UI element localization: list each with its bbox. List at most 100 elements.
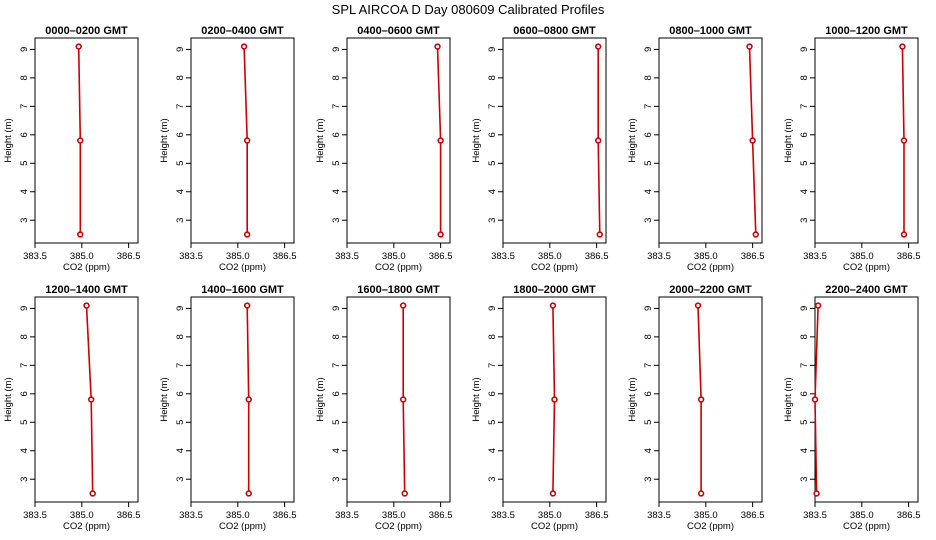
y-tick-label: 9 bbox=[331, 47, 342, 52]
x-tick-label: 386.5 bbox=[585, 251, 609, 262]
y-axis-label: Height (m) bbox=[783, 377, 794, 421]
y-tick-label: 6 bbox=[799, 391, 810, 396]
x-tick-label: 385.0 bbox=[538, 251, 562, 262]
data-point bbox=[245, 490, 252, 497]
y-tick-label: 9 bbox=[643, 47, 654, 52]
x-tick-label: 385.0 bbox=[382, 510, 406, 521]
y-tick-label: 8 bbox=[19, 334, 30, 339]
data-point bbox=[900, 137, 908, 144]
y-tick-label: 7 bbox=[331, 363, 342, 368]
y-tick-label: 4 bbox=[799, 448, 810, 453]
y-tick-label: 6 bbox=[175, 132, 186, 137]
x-tick-label: 385.0 bbox=[226, 251, 250, 262]
y-tick-label: 5 bbox=[175, 161, 186, 166]
y-axis-label: Height (m) bbox=[3, 377, 14, 421]
data-point bbox=[596, 231, 603, 238]
data-point bbox=[746, 43, 753, 50]
y-tick-label: 4 bbox=[175, 189, 186, 194]
y-tick-label: 6 bbox=[799, 132, 810, 137]
y-tick-label: 7 bbox=[19, 104, 30, 109]
data-point bbox=[697, 490, 705, 497]
y-tick-label: 8 bbox=[643, 75, 654, 80]
panels: 0000–0200 GMT 383.5 385.0 386.5 CO2 (ppm) 3 4 5… bbox=[3, 25, 921, 532]
x-tick-label: 383.5 bbox=[179, 510, 203, 521]
plot-frame bbox=[190, 296, 295, 503]
panel-6: 1000–1200 GMT 383.5 385.0 386.5 CO2 (ppm) 3 4 5… bbox=[783, 25, 921, 273]
x-tick-label: 383.5 bbox=[491, 510, 515, 521]
y-tick-label: 6 bbox=[19, 391, 30, 396]
y-tick-label: 8 bbox=[799, 334, 810, 339]
panel-2: 0200–0400 GMT 383.5 385.0 386.5 CO2 (ppm) 3 4 5… bbox=[159, 25, 297, 273]
y-tick-label: 9 bbox=[799, 306, 810, 311]
data-point bbox=[83, 302, 90, 309]
y-axis-label: Height (m) bbox=[783, 118, 794, 162]
panel-10: 1800–2000 GMT 383.5 385.0 386.5 CO2 (ppm) 3 4 5… bbox=[471, 284, 609, 532]
data-point bbox=[813, 490, 820, 497]
x-tick-label: 383.5 bbox=[647, 251, 671, 262]
panel-1: 0000–0200 GMT 383.5 385.0 386.5 CO2 (ppm) 3 4 5… bbox=[3, 25, 141, 273]
x-tick-label: 383.5 bbox=[647, 510, 671, 521]
x-tick-label: 385.0 bbox=[70, 251, 94, 262]
x-axis-label: CO2 (ppm) bbox=[375, 521, 422, 532]
y-tick-label: 7 bbox=[643, 104, 654, 109]
x-tick-label: 386.5 bbox=[897, 510, 921, 521]
data-point bbox=[549, 490, 557, 497]
data-point bbox=[87, 396, 95, 403]
plot-frame bbox=[814, 296, 919, 503]
data-point bbox=[401, 490, 408, 497]
x-tick-label: 385.0 bbox=[850, 251, 874, 262]
x-tick-label: 383.5 bbox=[335, 251, 359, 262]
y-tick-label: 9 bbox=[799, 47, 810, 52]
plot-frame bbox=[190, 37, 295, 244]
y-tick-label: 9 bbox=[175, 47, 186, 52]
y-axis-label: Height (m) bbox=[315, 118, 326, 162]
y-tick-label: 8 bbox=[175, 334, 186, 339]
x-axis-label: CO2 (ppm) bbox=[219, 521, 266, 532]
data-point bbox=[77, 231, 84, 238]
data-point bbox=[900, 231, 908, 238]
y-tick-label: 5 bbox=[643, 161, 654, 166]
x-tick-label: 386.5 bbox=[429, 251, 453, 262]
y-axis-label: Height (m) bbox=[627, 377, 638, 421]
x-tick-label: 386.5 bbox=[429, 510, 453, 521]
y-tick-label: 3 bbox=[331, 218, 342, 223]
y-tick-label: 3 bbox=[487, 477, 498, 482]
data-point bbox=[399, 396, 407, 403]
x-tick-label: 383.5 bbox=[335, 510, 359, 521]
y-tick-label: 9 bbox=[19, 306, 30, 311]
y-tick-label: 7 bbox=[175, 363, 186, 368]
x-axis-label: CO2 (ppm) bbox=[843, 521, 890, 532]
data-point bbox=[594, 137, 602, 144]
x-tick-label: 385.0 bbox=[538, 510, 562, 521]
y-tick-label: 6 bbox=[643, 132, 654, 137]
x-axis-label: CO2 (ppm) bbox=[687, 262, 734, 273]
x-tick-label: 385.0 bbox=[382, 251, 406, 262]
panel-title: 1000–1200 GMT bbox=[825, 25, 908, 37]
x-axis-label: CO2 (ppm) bbox=[63, 262, 110, 273]
y-tick-label: 4 bbox=[19, 448, 30, 453]
y-tick-label: 4 bbox=[331, 448, 342, 453]
y-tick-label: 8 bbox=[331, 75, 342, 80]
y-tick-label: 3 bbox=[175, 477, 186, 482]
y-tick-label: 3 bbox=[19, 477, 30, 482]
y-axis-label: Height (m) bbox=[315, 377, 326, 421]
y-tick-label: 4 bbox=[487, 189, 498, 194]
panel-8: 1400–1600 GMT 383.5 385.0 386.5 CO2 (ppm) 3 4 5… bbox=[159, 284, 297, 532]
data-point bbox=[434, 43, 441, 50]
panel-title: 1600–1800 GMT bbox=[357, 284, 440, 296]
y-tick-label: 8 bbox=[19, 75, 30, 80]
y-tick-label: 3 bbox=[643, 477, 654, 482]
x-axis-label: CO2 (ppm) bbox=[531, 521, 578, 532]
plot-frame bbox=[346, 37, 451, 244]
panel-title: 1800–2000 GMT bbox=[513, 284, 596, 296]
y-tick-label: 8 bbox=[331, 334, 342, 339]
y-tick-label: 5 bbox=[799, 420, 810, 425]
y-axis-label: Height (m) bbox=[471, 118, 482, 162]
y-tick-label: 8 bbox=[175, 75, 186, 80]
y-tick-label: 6 bbox=[487, 132, 498, 137]
y-tick-label: 3 bbox=[331, 477, 342, 482]
y-tick-label: 7 bbox=[487, 363, 498, 368]
y-tick-label: 5 bbox=[643, 420, 654, 425]
y-tick-label: 4 bbox=[175, 448, 186, 453]
